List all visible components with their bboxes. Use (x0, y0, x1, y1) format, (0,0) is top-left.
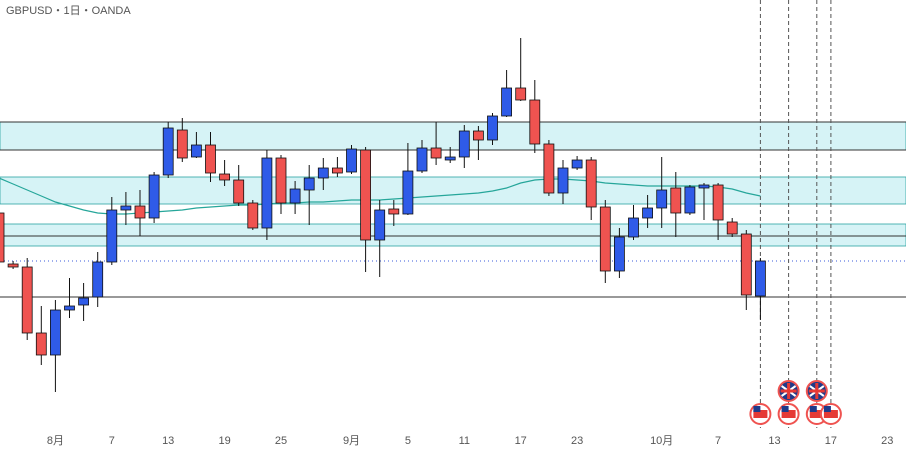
x-tick-label: 7 (109, 435, 115, 447)
candle-body (571, 159, 583, 169)
candle-body (529, 99, 541, 145)
candle-body (712, 184, 724, 221)
candle-body (162, 127, 174, 176)
candle-body (599, 206, 611, 272)
candle-body (755, 260, 766, 297)
candle-body (614, 236, 625, 272)
x-tick-label: 13 (162, 435, 174, 447)
x-tick-label: 7 (715, 435, 721, 447)
x-tick-label: 11 (459, 435, 470, 447)
candle-body (360, 149, 372, 241)
zone (0, 223, 906, 247)
uk-flag-cross (780, 383, 797, 399)
candle-body (106, 209, 118, 263)
candle-body (374, 209, 386, 241)
candle-body (543, 143, 555, 194)
candle-body (233, 179, 245, 204)
candle-body (444, 156, 456, 161)
x-tick-label: 17 (515, 435, 527, 447)
us-flag-stripes (753, 410, 768, 418)
us-flag-stripes (781, 410, 796, 418)
candle-body (416, 147, 428, 172)
candle-body (331, 167, 343, 174)
candle-body (388, 208, 400, 215)
x-tick-label: 23 (881, 435, 893, 447)
candle-body (642, 207, 653, 219)
chart-title: GBPUSD・1日・OANDA (6, 5, 131, 17)
x-tick-label: 10月 (650, 435, 673, 447)
candle-body (78, 297, 89, 306)
candle-body (21, 266, 33, 334)
candle-body (92, 261, 104, 298)
candle-body (64, 305, 75, 311)
us-flag-canton (781, 406, 789, 412)
candle-body (7, 263, 19, 268)
candle-body (190, 144, 202, 158)
candle-body (740, 233, 752, 296)
candle-body (557, 167, 569, 194)
us-flag-canton (823, 406, 831, 412)
x-tick-label: 13 (768, 435, 780, 447)
candle-body (261, 157, 273, 229)
x-tick-label: 23 (571, 435, 583, 447)
candle-body (50, 309, 61, 356)
candle-body (628, 217, 639, 238)
candle-body (120, 205, 132, 211)
candle-body (670, 187, 682, 214)
candle-body (134, 205, 146, 219)
candle-body (458, 130, 470, 158)
candle-body (684, 186, 696, 214)
us-flag-stripes (809, 410, 824, 418)
us-flag-canton (809, 406, 817, 412)
candle-body (515, 87, 527, 101)
x-tick-label: 9月 (343, 435, 360, 447)
candle-body (176, 129, 188, 159)
candle-body (430, 147, 442, 159)
candle-body (205, 144, 216, 174)
x-tick-label: 25 (275, 435, 287, 447)
x-tick-label: 17 (825, 435, 837, 447)
zone (0, 121, 906, 151)
candle-body (148, 174, 160, 219)
x-tick-label: 8月 (47, 435, 64, 447)
candle-body (317, 167, 329, 179)
x-tick-label: 5 (405, 435, 411, 447)
candle-body (501, 87, 513, 117)
candle-body (656, 189, 668, 209)
us-flag-stripes (823, 410, 838, 418)
candle-body (0, 212, 5, 263)
candle-body (726, 221, 738, 235)
candle-body (585, 159, 597, 208)
candle-body (289, 188, 301, 204)
candle-body (402, 170, 414, 215)
candle-body (472, 130, 484, 141)
candle-body (303, 177, 315, 191)
x-tick-label: 19 (218, 435, 230, 447)
zone (0, 176, 906, 205)
candle-body (247, 202, 259, 229)
candle-body (35, 332, 47, 356)
candle-body (346, 148, 357, 173)
candle-body (487, 115, 498, 141)
candle-body (219, 173, 231, 181)
uk-flag-cross (808, 383, 825, 399)
candle-body (275, 157, 287, 204)
candle-body (698, 184, 710, 189)
us-flag-canton (753, 406, 761, 412)
